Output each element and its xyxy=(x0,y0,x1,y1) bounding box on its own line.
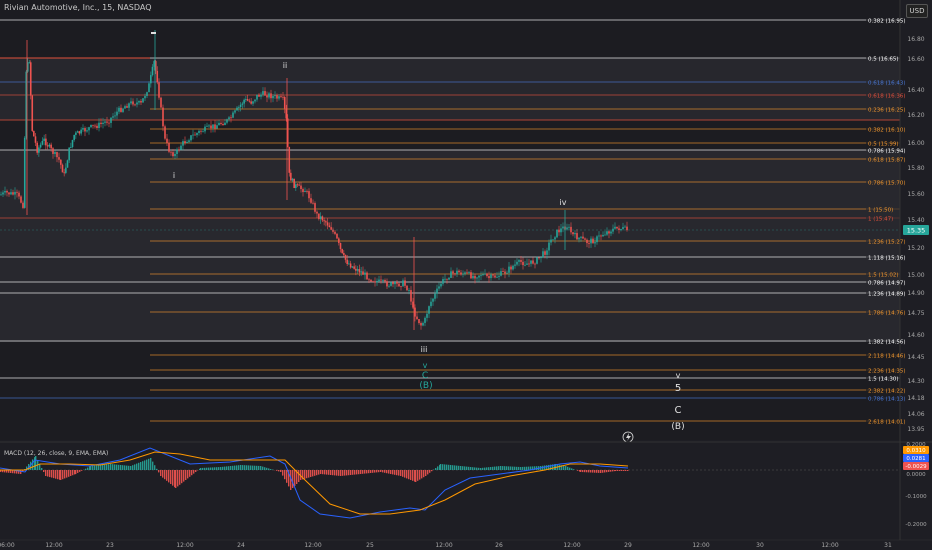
wave-i-label: i xyxy=(173,171,175,180)
macd-tick: -0.1000 xyxy=(905,494,927,500)
fib-level-label: 2.118 (14.46) xyxy=(868,354,906,360)
macd-value: 0.0310 xyxy=(906,448,926,454)
wave-iv-label: iv xyxy=(560,198,567,207)
price-tick: 14.18 xyxy=(907,395,924,402)
time-tick: 12:00 xyxy=(45,542,62,549)
elliott-wave-labels: i ii iii iv v C (B) v 5 C (B) xyxy=(173,61,685,432)
price-tick: 15.20 xyxy=(907,245,924,252)
wave-c-small-label: C xyxy=(422,371,428,381)
macd-tick: -0.2000 xyxy=(905,522,927,528)
macd-value-badge xyxy=(903,454,929,462)
currency-button[interactable]: USD xyxy=(906,4,928,18)
fib-level-label: 0.786 (15.94) xyxy=(868,149,906,155)
signal-line xyxy=(0,451,629,515)
fib-level-label: 1.382 (14.56) xyxy=(868,340,906,346)
time-tick: 12:00 xyxy=(304,542,321,549)
wave-5-label: 5 xyxy=(675,383,681,394)
fib-level-label: 2.236 (14.35) xyxy=(868,369,906,375)
time-tick: 29 xyxy=(624,542,632,549)
macd-axis: 0.20000.10000.0000-0.1000-0.20000.03100.… xyxy=(903,442,929,528)
fib-level-label: 1.118 (15.16) xyxy=(868,256,906,262)
fib-level-label: 1.236 (15.27) xyxy=(868,240,906,246)
fib-level-label: 1.786 (14.76) xyxy=(868,311,906,317)
price-tick: 14.06 xyxy=(907,411,924,418)
macd-tick: 0.2000 xyxy=(906,442,926,448)
time-tick: 25 xyxy=(366,542,374,549)
wave-v-future-label: v xyxy=(676,371,681,380)
fib-level-label: 0.5 (15.99) xyxy=(868,142,899,148)
price-tick: 15.80 xyxy=(907,165,924,172)
fib-level-label: 2.618 (14.01) xyxy=(868,420,906,426)
macd-value-badge xyxy=(903,446,929,454)
price-tick: 16.60 xyxy=(907,56,924,63)
fib-level-label: 0.5 (16.65) xyxy=(868,57,899,63)
time-tick: 26 xyxy=(495,542,503,549)
macd-value: -0.0029 xyxy=(905,464,927,470)
macd-pane xyxy=(0,447,900,519)
wave-b-future-label: (B) xyxy=(671,422,684,432)
price-tick: 14.90 xyxy=(907,290,924,297)
price-tick: 14.30 xyxy=(907,378,924,385)
symbol-title[interactable]: Rivian Automotive, Inc., 15, NASDAQ xyxy=(4,3,152,12)
wave-iii-label: iii xyxy=(421,345,428,354)
macd-value-badge xyxy=(903,462,929,470)
time-tick: 12:00 xyxy=(821,542,838,549)
fib-level-label: 1.236 (14.89) xyxy=(868,292,906,298)
price-tick: 14.75 xyxy=(907,310,924,317)
price-tick: 16.40 xyxy=(907,87,924,94)
time-tick: 30 xyxy=(756,542,764,549)
price-tick: 14.60 xyxy=(907,332,924,339)
fib-level-label: 1 (15.47) xyxy=(868,217,893,223)
macd-indicator-label[interactable]: MACD (12, 26, close, 9, EMA, EMA) xyxy=(4,450,109,457)
fib-level-label: 0.786 (14.13) xyxy=(868,397,906,403)
fib-level-label: 0.236 (16.25) xyxy=(868,108,906,114)
price-tick: 13.95 xyxy=(907,426,924,433)
fib-level-label: 0.786 (15.70) xyxy=(868,181,906,187)
fibonacci-levels xyxy=(0,19,900,422)
time-tick: 31 xyxy=(884,542,892,549)
fib-level-label: 1 (15.50) xyxy=(868,208,893,214)
current-price-value: 15.35 xyxy=(907,227,926,235)
fib-level-label: 0.382 (16.95) xyxy=(868,19,906,25)
price-axis[interactable]: 16.80 16.60 16.40 16.20 16.00 15.80 15.60 15.40… xyxy=(0,36,929,433)
fib-level-label: 1.5 (15.02) xyxy=(868,273,899,279)
time-tick: 12:00 xyxy=(692,542,709,549)
fib-level-label: 0.382 (16.10) xyxy=(868,128,906,134)
price-tick: 15.40 xyxy=(907,217,924,224)
price-tick: 16.80 xyxy=(907,36,924,43)
fib-level-label: 0.618 (16.36) xyxy=(868,94,906,100)
wave-v-small-label: v xyxy=(423,361,428,370)
price-tick: 15.60 xyxy=(907,191,924,198)
fib-level-label: 2.382 (14.22) xyxy=(868,389,906,395)
time-tick: 23 xyxy=(106,542,114,549)
macd-tick: 0.0000 xyxy=(906,472,926,478)
fib-level-label: 1.5 (14.30) xyxy=(868,377,899,383)
price-candles xyxy=(0,30,628,330)
current-price-badge xyxy=(903,225,929,235)
time-tick: 06:00 xyxy=(0,542,15,549)
time-tick: 12:00 xyxy=(176,542,193,549)
price-tick: 15.00 xyxy=(907,272,924,279)
wave-b-small-label: (B) xyxy=(419,381,432,391)
fib-level-label: 0.618 (16.43) xyxy=(868,81,906,87)
time-tick: 12:00 xyxy=(435,542,452,549)
wave-ii-label: ii xyxy=(283,61,287,70)
fib-level-labels: 0.382 (16.95) 0.5 (16.65) 0.618 (16.43) 0.6… xyxy=(868,19,906,426)
macd-value: 0.0281 xyxy=(906,456,925,462)
price-tick: 16.00 xyxy=(907,140,924,147)
time-axis[interactable]: 06:00 12:00 23 12:00 24 12:00 25 12:00 26 12:00 29… xyxy=(0,539,932,549)
price-tick: 14.45 xyxy=(907,354,924,361)
fib-level-label: 0.618 (15.87) xyxy=(868,158,906,164)
wave-c-future-label: C xyxy=(675,405,682,416)
price-tick: 16.20 xyxy=(907,112,924,119)
time-tick: 12:00 xyxy=(563,542,580,549)
time-tick: 24 xyxy=(237,542,245,549)
fib-level-label: 0.786 (14.97) xyxy=(868,281,906,287)
